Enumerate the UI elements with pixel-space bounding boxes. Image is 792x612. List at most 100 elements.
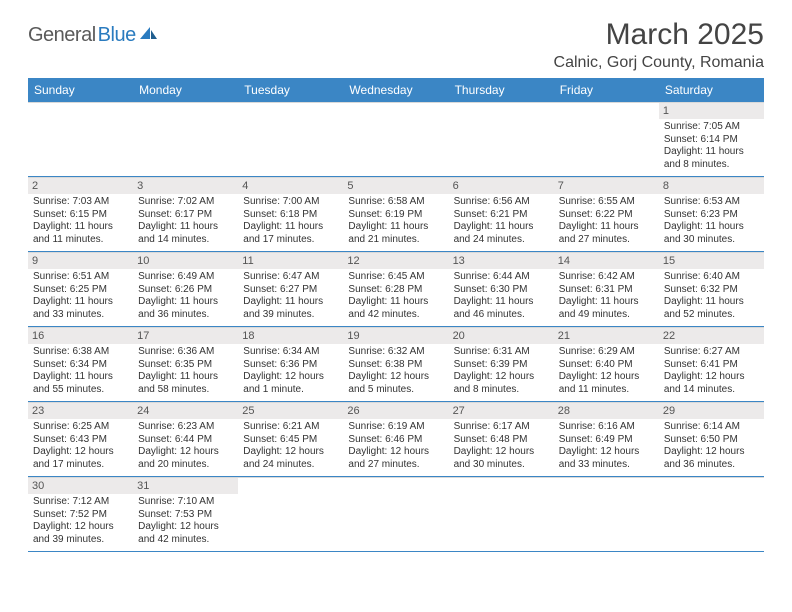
daylight-text: Daylight: 11 hours and 11 minutes.: [33, 221, 128, 246]
day-cell: 14Sunrise: 6:42 AMSunset: 6:31 PMDayligh…: [554, 252, 659, 326]
day-number: 4: [238, 178, 343, 194]
sunset-text: Sunset: 6:15 PM: [33, 209, 128, 222]
daylight-text: Daylight: 12 hours and 20 minutes.: [138, 446, 233, 471]
sunset-text: Sunset: 6:14 PM: [664, 134, 759, 147]
sunset-text: Sunset: 6:39 PM: [454, 359, 549, 372]
day-number: 18: [238, 328, 343, 344]
day-cell: 24Sunrise: 6:23 AMSunset: 6:44 PMDayligh…: [133, 402, 238, 476]
day-number: 5: [343, 178, 448, 194]
sunset-text: Sunset: 6:19 PM: [348, 209, 443, 222]
day-cell: 17Sunrise: 6:36 AMSunset: 6:35 PMDayligh…: [133, 327, 238, 401]
empty-cell: [238, 102, 343, 176]
calendar-grid: SundayMondayTuesdayWednesdayThursdayFrid…: [28, 78, 764, 552]
day-number: 23: [28, 403, 133, 419]
daylight-text: Daylight: 11 hours and 42 minutes.: [348, 296, 443, 321]
day-cell: 22Sunrise: 6:27 AMSunset: 6:41 PMDayligh…: [659, 327, 764, 401]
day-number: 31: [133, 478, 238, 494]
day-cell: 6Sunrise: 6:56 AMSunset: 6:21 PMDaylight…: [449, 177, 554, 251]
sunset-text: Sunset: 6:35 PM: [138, 359, 233, 372]
sunset-text: Sunset: 6:18 PM: [243, 209, 338, 222]
logo-text-blue: Blue: [98, 24, 136, 47]
sunset-text: Sunset: 6:43 PM: [33, 434, 128, 447]
sunrise-text: Sunrise: 6:36 AM: [138, 346, 233, 359]
week-row: 1Sunrise: 7:05 AMSunset: 6:14 PMDaylight…: [28, 102, 764, 177]
day-cell: 9Sunrise: 6:51 AMSunset: 6:25 PMDaylight…: [28, 252, 133, 326]
daylight-text: Daylight: 12 hours and 24 minutes.: [243, 446, 338, 471]
weekday-name: Sunday: [28, 78, 133, 102]
sunset-text: Sunset: 6:27 PM: [243, 284, 338, 297]
sunrise-text: Sunrise: 6:32 AM: [348, 346, 443, 359]
day-cell: 21Sunrise: 6:29 AMSunset: 6:40 PMDayligh…: [554, 327, 659, 401]
daylight-text: Daylight: 11 hours and 39 minutes.: [243, 296, 338, 321]
sunrise-text: Sunrise: 6:34 AM: [243, 346, 338, 359]
sunrise-text: Sunrise: 6:19 AM: [348, 421, 443, 434]
sunset-text: Sunset: 6:50 PM: [664, 434, 759, 447]
sunrise-text: Sunrise: 6:45 AM: [348, 271, 443, 284]
sunset-text: Sunset: 6:32 PM: [664, 284, 759, 297]
weekday-name: Saturday: [659, 78, 764, 102]
month-title: March 2025: [554, 18, 764, 52]
daylight-text: Daylight: 12 hours and 11 minutes.: [559, 371, 654, 396]
sunrise-text: Sunrise: 6:16 AM: [559, 421, 654, 434]
daylight-text: Daylight: 12 hours and 30 minutes.: [454, 446, 549, 471]
day-number: 16: [28, 328, 133, 344]
sunset-text: Sunset: 6:44 PM: [138, 434, 233, 447]
day-cell: 8Sunrise: 6:53 AMSunset: 6:23 PMDaylight…: [659, 177, 764, 251]
day-number: 22: [659, 328, 764, 344]
daylight-text: Daylight: 12 hours and 36 minutes.: [664, 446, 759, 471]
sunrise-text: Sunrise: 6:51 AM: [33, 271, 128, 284]
sunrise-text: Sunrise: 7:05 AM: [664, 121, 759, 134]
day-cell: 30Sunrise: 7:12 AMSunset: 7:52 PMDayligh…: [28, 477, 133, 551]
sunrise-text: Sunrise: 6:55 AM: [559, 196, 654, 209]
day-cell: 3Sunrise: 7:02 AMSunset: 6:17 PMDaylight…: [133, 177, 238, 251]
location-label: Calnic, Gorj County, Romania: [554, 54, 764, 72]
day-cell: 13Sunrise: 6:44 AMSunset: 6:30 PMDayligh…: [449, 252, 554, 326]
day-number: 26: [343, 403, 448, 419]
sunrise-text: Sunrise: 6:56 AM: [454, 196, 549, 209]
sunrise-text: Sunrise: 6:53 AM: [664, 196, 759, 209]
logo: GeneralBlue: [28, 18, 158, 48]
daylight-text: Daylight: 11 hours and 46 minutes.: [454, 296, 549, 321]
day-number: 2: [28, 178, 133, 194]
week-row: 23Sunrise: 6:25 AMSunset: 6:43 PMDayligh…: [28, 402, 764, 477]
calendar-page: GeneralBlue March 2025 Calnic, Gorj Coun…: [0, 0, 792, 570]
daylight-text: Daylight: 11 hours and 58 minutes.: [138, 371, 233, 396]
day-number: 11: [238, 253, 343, 269]
logo-text-general: General: [28, 24, 96, 47]
week-row: 9 Sunrise: 6:51 AMSunset: 6:25 PM Daylight…: [28, 252, 764, 327]
title-block: March 2025 Calnic, Gorj County, Romania: [554, 18, 764, 72]
sunset-text: Sunset: 6:36 PM: [243, 359, 338, 372]
logo-sail-icon: [140, 27, 158, 46]
empty-cell: [449, 477, 554, 551]
day-cell: 26Sunrise: 6:19 AMSunset: 6:46 PMDayligh…: [343, 402, 448, 476]
day-number: 8: [659, 178, 764, 194]
day-number: 14: [554, 253, 659, 269]
weekday-name: Thursday: [449, 78, 554, 102]
day-number: 13: [449, 253, 554, 269]
weekday-header: SundayMondayTuesdayWednesdayThursdayFrid…: [28, 78, 764, 102]
sunset-text: Sunset: 6:46 PM: [348, 434, 443, 447]
sunset-text: Sunset: 6:22 PM: [559, 209, 654, 222]
day-cell: 23Sunrise: 6:25 AMSunset: 6:43 PMDayligh…: [28, 402, 133, 476]
day-number: 3: [133, 178, 238, 194]
empty-cell: [449, 102, 554, 176]
day-number: 27: [449, 403, 554, 419]
day-cell: 27Sunrise: 6:17 AMSunset: 6:48 PMDayligh…: [449, 402, 554, 476]
empty-cell: [554, 477, 659, 551]
sunset-text: Sunset: 6:31 PM: [559, 284, 654, 297]
sunset-text: Sunset: 6:26 PM: [138, 284, 233, 297]
sunrise-text: Sunrise: 6:49 AM: [138, 271, 233, 284]
sunset-text: Sunset: 7:53 PM: [138, 509, 233, 522]
day-cell: 18Sunrise: 6:34 AMSunset: 6:36 PMDayligh…: [238, 327, 343, 401]
day-number: 19: [343, 328, 448, 344]
daylight-text: Daylight: 12 hours and 39 minutes.: [33, 521, 128, 546]
daylight-text: Daylight: 12 hours and 8 minutes.: [454, 371, 549, 396]
day-number: 15: [659, 253, 764, 269]
sunset-text: Sunset: 6:25 PM: [33, 284, 128, 297]
sunrise-text: Sunrise: 6:47 AM: [243, 271, 338, 284]
sunset-text: Sunset: 6:38 PM: [348, 359, 443, 372]
sunset-text: Sunset: 6:45 PM: [243, 434, 338, 447]
day-number: 9: [28, 253, 133, 269]
day-number: 20: [449, 328, 554, 344]
sunset-text: Sunset: 6:21 PM: [454, 209, 549, 222]
